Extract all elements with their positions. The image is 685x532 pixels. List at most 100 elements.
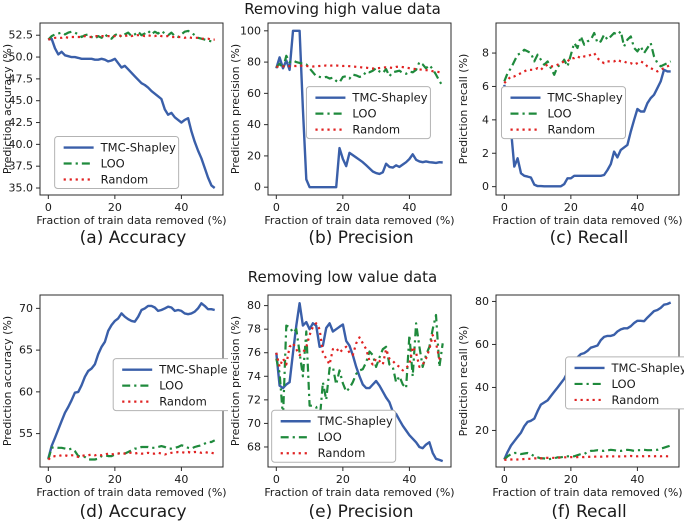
x-tick-label: 20 [336, 201, 350, 214]
y-tick-label: 60 [19, 385, 33, 398]
x-axis-label: Fraction of train data removed (%) [492, 486, 682, 499]
x-axis-label: Fraction of train data removed (%) [36, 486, 226, 499]
x-tick-label: 20 [108, 201, 122, 214]
series-tmc-shapley [503, 68, 671, 188]
x-tick-label: 0 [45, 201, 52, 214]
y-tick-label: 100 [240, 24, 261, 37]
legend-label-tmc-shapley: TMC-Shapley [317, 414, 393, 428]
y-tick-label: 70 [19, 302, 33, 315]
legend-label-random: Random [612, 393, 660, 407]
x-axis-label: Fraction of train data removed (%) [264, 486, 454, 499]
y-tick-label: 60 [247, 87, 261, 100]
x-tick-label: 40 [402, 201, 416, 214]
x-axis-label: Fraction of train data removed (%) [492, 214, 682, 227]
y-tick-label: 40 [247, 118, 261, 131]
y-tick-label: 0 [254, 181, 261, 194]
legend-box [271, 409, 397, 463]
x-tick-label: 40 [630, 473, 644, 486]
legend-box [305, 86, 431, 140]
y-tick-label: 72 [247, 393, 261, 406]
y-tick-label: 8 [482, 47, 489, 60]
y-tick-label: 78 [247, 323, 261, 336]
y-tick-label: 80 [247, 56, 261, 69]
series-tmc-shapley [47, 37, 216, 189]
y-axis-label: Prediction precision (%) [229, 316, 242, 446]
y-tick-label: 2 [482, 147, 489, 160]
x-axis-label: Fraction of train data removed (%) [36, 214, 226, 227]
y-tick-label: 37.5 [9, 160, 34, 173]
legend-box [54, 136, 180, 190]
series-loo [503, 30, 672, 82]
series-random [276, 64, 443, 74]
axes-box [267, 22, 452, 196]
caption-a: (a) Accuracy [79, 228, 187, 248]
x-tick-label: 20 [564, 201, 578, 214]
y-tick-label: 4 [482, 113, 489, 126]
x-tick-label: 40 [402, 473, 416, 486]
y-axis-label: Prediction precision (%) [229, 44, 242, 174]
series-loo [275, 313, 444, 423]
y-tick-label: 52.5 [9, 29, 34, 42]
y-tick-label: 70 [247, 417, 261, 430]
y-tick-label: 45.0 [9, 94, 34, 107]
legend-label-random: Random [352, 123, 400, 137]
chart-c-recall-high: 0 2 4 6 8 0 20 40 Fraction of train data removed… [456, 14, 684, 228]
series-random [503, 51, 672, 84]
x-tick-label: 40 [174, 473, 188, 486]
chart-f-recall-low: 20 40 60 80 0 20 40 Fraction of train data remo… [456, 286, 685, 500]
x-tick-label: 0 [273, 473, 280, 486]
legend-label-tmc-shapley: TMC-Shapley [546, 91, 622, 105]
row2-title: Removing low value data [247, 268, 438, 286]
legend-label-random: Random [547, 123, 595, 137]
series-tmc-shapley [503, 301, 672, 460]
chart-e-precision-low: 68 70 72 74 76 78 80 0 20 40 Fraction of train dat… [228, 286, 456, 500]
y-tick-label: 47.5 [9, 72, 34, 85]
legend-box [565, 356, 685, 410]
x-axis-label: Fraction of train data removed (%) [264, 214, 454, 227]
y-tick-label: 20 [475, 424, 489, 437]
y-tick-label: 40 [475, 381, 489, 394]
y-axis-label: Prediction accuracy (%) [1, 44, 14, 174]
x-tick-label: 40 [174, 201, 188, 214]
caption-f: (f) Recall [551, 502, 627, 522]
row1-title: Removing high value data [244, 0, 441, 18]
legend-label-tmc-shapley: TMC-Shapley [158, 363, 228, 377]
series-loo [275, 54, 444, 87]
x-tick-label: 0 [501, 201, 508, 214]
caption-c: (c) Recall [549, 228, 629, 248]
legend-label-tmc-shapley: TMC-Shapley [351, 91, 427, 105]
axes-box [267, 294, 452, 468]
legend-label-loo: LOO [547, 107, 571, 121]
series-random [47, 450, 215, 461]
y-axis-label: Prediction accuracy (%) [1, 316, 14, 446]
x-tick-label: 0 [273, 201, 280, 214]
y-tick-label: 50.0 [9, 51, 34, 64]
legend-box [500, 86, 626, 140]
axes-box [39, 22, 224, 196]
legend-label-tmc-shapley: TMC-Shapley [611, 361, 684, 375]
legend-label-loo: LOO [352, 107, 376, 121]
series-tmc-shapley [47, 302, 215, 460]
caption-e: (e) Precision [308, 502, 414, 522]
x-tick-label: 20 [564, 473, 578, 486]
chart-a-accuracy-high: 35.0 37.5 40.0 42.5 45.0 47.5 50.0 52.5 0 20 40 Fra… [0, 14, 228, 228]
y-tick-label: 20 [247, 149, 261, 162]
y-tick-label: 55 [19, 427, 33, 440]
legend-label-loo: LOO [612, 377, 636, 391]
chart-b-precision-high: 0 20 40 60 80 100 0 20 40 Fraction of train data … [228, 14, 456, 228]
series-loo [503, 444, 672, 461]
series-random [48, 34, 215, 41]
y-tick-label: 0 [482, 180, 489, 193]
legend-label-random: Random [318, 446, 366, 460]
y-tick-label: 60 [475, 338, 489, 351]
legend-label-random: Random [159, 395, 207, 409]
chart-d-accuracy-low: 55 60 65 70 0 20 40 Fraction of train data remo… [0, 286, 238, 500]
legend-label-loo: LOO [318, 430, 342, 444]
y-tick-label: 74 [247, 370, 261, 383]
legend-label-random: Random [101, 173, 149, 187]
